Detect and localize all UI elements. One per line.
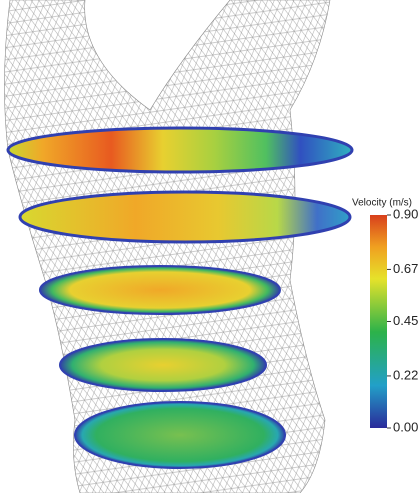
colorbar-tick-label: 0.90 (393, 206, 418, 221)
slice (6, 126, 354, 174)
slice (59, 338, 267, 392)
slice (18, 190, 352, 244)
colorbar-tick-label: 0.67 (393, 261, 418, 276)
colorbar (370, 215, 387, 428)
colorbar-tick-label: 0.22 (393, 367, 418, 382)
slice (39, 265, 281, 315)
slices (6, 126, 354, 469)
colorbar-tick-label: 0.00 (393, 419, 418, 434)
slice (74, 401, 286, 469)
colorbar-tick-label: 0.45 (393, 313, 418, 328)
colorbar-title: Velocity (m/s) (352, 198, 412, 209)
